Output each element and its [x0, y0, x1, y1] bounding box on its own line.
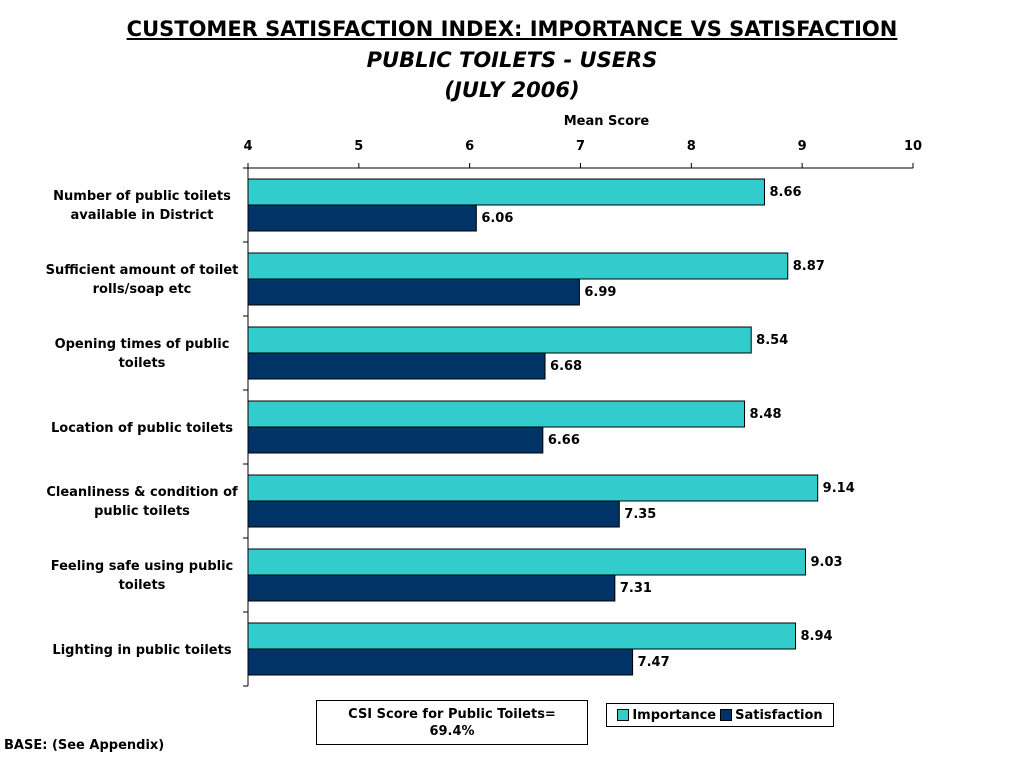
- data-label-satisfaction: 7.35: [624, 507, 656, 522]
- legend-label-importance: Importance: [632, 707, 717, 723]
- data-label-importance: 8.94: [801, 629, 833, 644]
- category-label: Lighting in public toilets: [52, 643, 231, 658]
- base-note: BASE: (See Appendix): [4, 738, 165, 753]
- x-tick-label: 7: [576, 139, 585, 154]
- chart-title: CUSTOMER SATISFACTION INDEX: IMPORTANCE …: [126, 17, 898, 41]
- data-label-importance: 8.87: [793, 259, 825, 274]
- data-label-importance: 8.54: [756, 333, 788, 348]
- category-label: Opening times of public: [55, 337, 230, 352]
- x-tick-label: 9: [798, 139, 807, 154]
- category-label: Location of public toilets: [51, 421, 233, 436]
- bar-satisfaction: [247, 574, 616, 602]
- legend-item-importance: Importance: [617, 708, 716, 723]
- data-label-satisfaction: 6.68: [550, 359, 582, 374]
- legend-label-satisfaction: Satisfaction: [735, 707, 823, 723]
- legend-swatch-satisfaction: [720, 709, 733, 721]
- data-label-satisfaction: 7.47: [638, 655, 670, 670]
- chart-subtitle: PUBLIC TOILETS - USERS: [366, 48, 658, 72]
- legend-swatch-importance: [617, 709, 630, 721]
- category-label: toilets: [119, 578, 166, 593]
- bar-importance: [247, 178, 765, 206]
- bar-satisfaction: [247, 352, 546, 380]
- category-label: Number of public toilets: [53, 189, 231, 204]
- bar-importance: [247, 548, 806, 576]
- bar-satisfaction: [247, 204, 477, 232]
- bar-satisfaction: [247, 648, 634, 676]
- csi-score-label: CSI Score for Public Toilets=: [348, 706, 556, 722]
- x-tick-label: 8: [687, 139, 696, 154]
- data-label-importance: 8.66: [769, 185, 801, 200]
- csi-score-box: CSI Score for Public Toilets= 69.4%: [316, 700, 588, 745]
- data-label-importance: 9.14: [823, 481, 855, 496]
- x-tick-label: 5: [354, 139, 363, 154]
- bar-satisfaction: [247, 278, 580, 306]
- category-label: available in District: [70, 208, 213, 223]
- data-label-satisfaction: 6.66: [548, 433, 580, 448]
- category-label: Sufficient amount of toilet: [46, 263, 239, 278]
- bar-importance: [247, 400, 746, 428]
- category-label: toilets: [119, 356, 166, 371]
- category-label: Feeling safe using public: [51, 559, 234, 574]
- bar-importance: [247, 474, 819, 502]
- category-label: public toilets: [94, 504, 190, 519]
- csi-score-value: 69.4%: [429, 723, 475, 739]
- bar-importance: [247, 326, 752, 354]
- chart-date: (JULY 2006): [444, 78, 580, 102]
- x-tick-label: 4: [243, 139, 252, 154]
- bar-importance: [247, 252, 789, 280]
- category-label: Cleanliness & condition of: [46, 485, 238, 500]
- legend-item-satisfaction: Satisfaction: [720, 708, 823, 723]
- x-tick-label: 10: [904, 139, 922, 154]
- category-label: rolls/soap etc: [93, 282, 192, 297]
- bar-satisfaction: [247, 426, 544, 454]
- bar-importance: [247, 622, 797, 650]
- data-label-satisfaction: 6.99: [584, 285, 616, 300]
- data-label-importance: 8.48: [750, 407, 782, 422]
- data-label-satisfaction: 6.06: [481, 211, 513, 226]
- data-label-importance: 9.03: [810, 555, 842, 570]
- axis-title: Mean Score: [564, 114, 650, 129]
- bar-satisfaction: [247, 500, 620, 528]
- data-label-satisfaction: 7.31: [620, 581, 652, 596]
- x-tick-label: 6: [465, 139, 474, 154]
- chart-legend: Importance Satisfaction: [606, 703, 834, 727]
